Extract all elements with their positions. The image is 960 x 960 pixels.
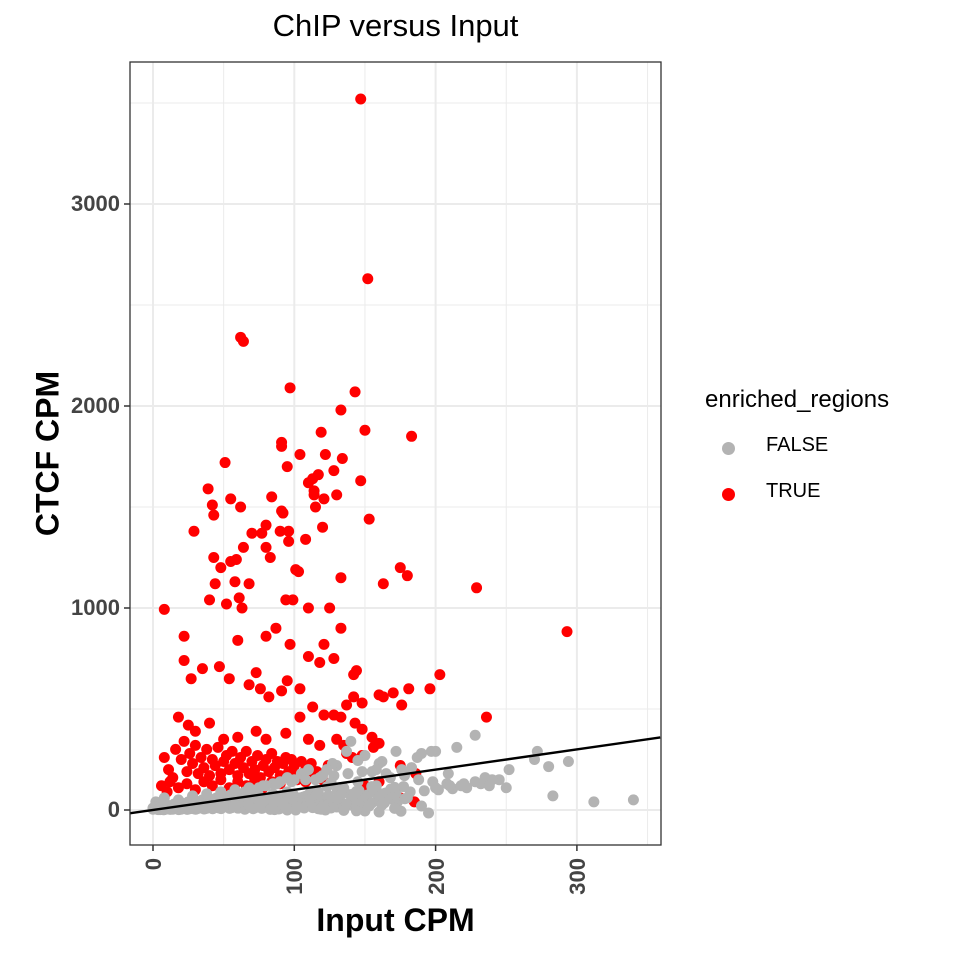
y-tick-label: 2000 [71, 393, 120, 418]
legend-label: TRUE [766, 480, 821, 502]
y-tick-label: 0 [107, 797, 120, 822]
x-tick-label: 0 [141, 858, 166, 871]
y-tick-label: 1000 [71, 595, 120, 620]
legend-label: FALSE [766, 434, 829, 456]
y-axis-label: CTCF CPM [29, 370, 66, 537]
x-axis-label: Input CPM [316, 902, 475, 938]
legend-title: enriched_regions [705, 386, 890, 413]
legend-item-false: FALSE [705, 426, 889, 472]
legend-item-true: TRUE [705, 472, 889, 518]
x-tick-label: 200 [423, 858, 449, 895]
legend-dot-icon [722, 442, 735, 455]
legend-dot-icon [722, 488, 735, 501]
y-tick-label: 3000 [71, 191, 120, 216]
legend: enriched_regions FALSE TRUE [705, 386, 889, 518]
x-tick-label: 100 [282, 858, 308, 895]
chart-title: ChIP versus Input [272, 8, 519, 43]
x-tick-label: 300 [564, 858, 590, 895]
